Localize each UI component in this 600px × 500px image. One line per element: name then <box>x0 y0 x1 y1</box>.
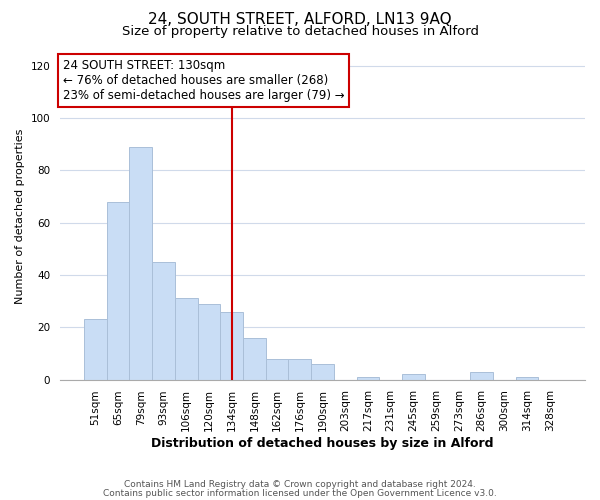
Bar <box>311 364 334 380</box>
Text: 24, SOUTH STREET, ALFORD, LN13 9AQ: 24, SOUTH STREET, ALFORD, LN13 9AQ <box>148 12 452 28</box>
Text: Contains HM Land Registry data © Crown copyright and database right 2024.: Contains HM Land Registry data © Crown c… <box>124 480 476 489</box>
Bar <box>402 374 425 380</box>
Bar <box>197 304 220 380</box>
Bar <box>515 377 538 380</box>
Bar <box>356 377 379 380</box>
Bar <box>470 372 493 380</box>
Text: Size of property relative to detached houses in Alford: Size of property relative to detached ho… <box>121 25 479 38</box>
Bar <box>243 338 266 380</box>
Bar <box>175 298 197 380</box>
Bar <box>84 320 107 380</box>
Text: 24 SOUTH STREET: 130sqm
← 76% of detached houses are smaller (268)
23% of semi-d: 24 SOUTH STREET: 130sqm ← 76% of detache… <box>62 59 344 102</box>
Bar <box>220 312 243 380</box>
Bar <box>152 262 175 380</box>
Text: Contains public sector information licensed under the Open Government Licence v3: Contains public sector information licen… <box>103 488 497 498</box>
Bar <box>289 358 311 380</box>
X-axis label: Distribution of detached houses by size in Alford: Distribution of detached houses by size … <box>151 437 494 450</box>
Y-axis label: Number of detached properties: Number of detached properties <box>15 128 25 304</box>
Bar <box>266 358 289 380</box>
Bar <box>130 146 152 380</box>
Bar <box>107 202 130 380</box>
